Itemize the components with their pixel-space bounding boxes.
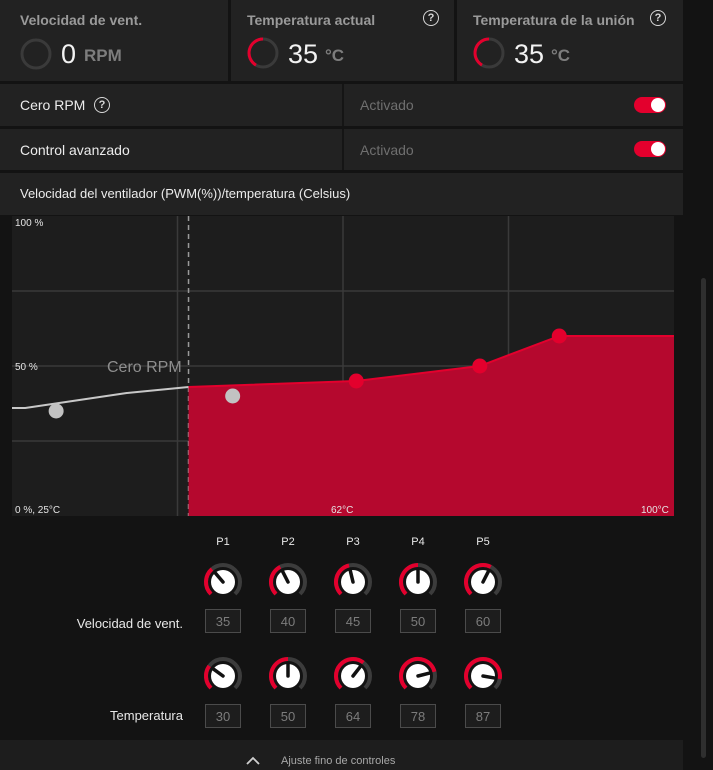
current-temp-title: Temperatura actual xyxy=(247,12,376,28)
fine-tune-label: Ajuste fino de controles xyxy=(281,755,396,767)
temp-input-p3[interactable]: 64 xyxy=(335,704,371,728)
row-divider xyxy=(342,84,344,126)
current-temp-value: 35 xyxy=(288,39,319,69)
curve-point-p2 xyxy=(225,388,241,404)
curve-point-p3 xyxy=(348,373,364,389)
advanced-control-label: Control avanzado xyxy=(20,142,130,158)
knob-track xyxy=(464,563,492,596)
curve-fill xyxy=(188,336,674,516)
temp-input-p1[interactable]: 30 xyxy=(205,704,241,728)
knob-track xyxy=(269,565,282,596)
zero-rpm-line xyxy=(12,386,189,409)
y-bottom-label: 0 %, 25°C xyxy=(15,505,61,516)
temp-input-p2[interactable]: 50 xyxy=(270,704,306,728)
speed-knob-p4[interactable] xyxy=(398,562,438,602)
speed-knob-p5[interactable] xyxy=(463,562,503,602)
row-divider xyxy=(342,129,344,170)
point-label-p1: P1 xyxy=(216,536,230,548)
knob-track xyxy=(204,664,213,690)
knob-track xyxy=(269,657,289,690)
zero-rpm-value: Activado xyxy=(360,97,414,113)
zero-rpm-toggle[interactable] xyxy=(634,97,666,113)
speed-knob-p2[interactable] xyxy=(268,562,308,602)
question-circle-icon[interactable]: ? xyxy=(94,97,110,113)
temp-knob-p4[interactable] xyxy=(398,656,438,696)
knob-needle xyxy=(481,674,497,680)
fan-speed-title: Velocidad de vent. xyxy=(20,12,143,28)
junction-temp-panel: Temperatura de la unión ? 35 °C xyxy=(457,0,683,81)
junction-temp-gauge-icon xyxy=(473,37,505,69)
curve-point-p1 xyxy=(48,403,64,419)
fan-speed-gauge-icon xyxy=(20,38,52,70)
point-label-p3: P3 xyxy=(346,536,360,548)
advanced-control-row: Control avanzado Activado xyxy=(0,129,683,170)
fan-speed-unit: RPM xyxy=(84,46,122,65)
speed-input-p1[interactable]: 35 xyxy=(205,609,241,633)
speed-input-p4[interactable]: 50 xyxy=(400,609,436,633)
temp-row-label: Temperatura xyxy=(110,708,183,723)
knob-needle xyxy=(481,569,491,584)
knob-track xyxy=(204,567,214,596)
temp-knob-p2[interactable] xyxy=(268,656,308,696)
speed-knob-p3[interactable] xyxy=(333,562,373,602)
temp-knob-p1[interactable] xyxy=(203,656,243,696)
fan-curve-chart[interactable] xyxy=(12,216,674,516)
knob-needle xyxy=(280,569,290,584)
speed-row-label: Velocidad de vent. xyxy=(76,616,183,631)
curve-area xyxy=(188,336,674,516)
question-circle-icon[interactable]: ? xyxy=(650,10,666,26)
x-end-label: 100°C xyxy=(641,505,669,516)
knob-track xyxy=(334,657,365,690)
point-label-p2: P2 xyxy=(281,536,295,548)
knob-track xyxy=(334,563,350,596)
knob-needle xyxy=(416,671,432,678)
knob-needle xyxy=(348,568,355,584)
temp-input-p5[interactable]: 87 xyxy=(465,704,501,728)
y-top-label: 100 % xyxy=(15,218,44,229)
current-temp-unit: °C xyxy=(325,46,345,65)
point-label-p4: P4 xyxy=(411,536,425,548)
knob-track xyxy=(399,563,419,596)
junction-temp-value: 35 xyxy=(514,39,545,69)
advanced-control-toggle[interactable] xyxy=(634,141,666,157)
speed-knob-p1[interactable] xyxy=(203,562,243,602)
y-mid-label: 50 % xyxy=(15,362,38,373)
curve-point-p4 xyxy=(472,358,488,374)
curve-point-p5 xyxy=(551,328,567,344)
zero-rpm-label: Cero RPM xyxy=(20,97,86,113)
knob-needle xyxy=(351,664,363,678)
junction-temp-unit: °C xyxy=(551,46,571,65)
fan-speed-panel: Velocidad de vent. 0 RPM xyxy=(0,0,228,81)
chevron-up-icon xyxy=(246,756,260,765)
junction-temp-title: Temperatura de la unión xyxy=(473,12,635,28)
knob-track xyxy=(464,657,502,690)
speed-input-p2[interactable]: 40 xyxy=(270,609,306,633)
point-label-p5: P5 xyxy=(476,536,490,548)
temp-knob-p3[interactable] xyxy=(333,656,373,696)
x-mid-label: 62°C xyxy=(331,505,354,516)
fan-speed-value: 0 xyxy=(61,39,77,69)
zero-rpm-row: Cero RPM ? Activado xyxy=(0,84,683,126)
curve-title-row: Velocidad del ventilador (PWM(%))/temper… xyxy=(0,173,683,215)
zero-rpm-region-label: Cero RPM xyxy=(107,359,182,376)
current-temp-gauge-icon xyxy=(247,37,279,69)
knob-needle xyxy=(211,667,225,678)
knob-needle xyxy=(213,571,225,584)
knob-track xyxy=(399,657,437,690)
question-circle-icon[interactable]: ? xyxy=(423,10,439,26)
curve-points xyxy=(48,328,567,419)
speed-input-p3[interactable]: 45 xyxy=(335,609,371,633)
speed-input-p5[interactable]: 60 xyxy=(465,609,501,633)
current-temp-panel: Temperatura actual ? 35 °C xyxy=(231,0,454,81)
temp-knob-p5[interactable] xyxy=(463,656,503,696)
temp-input-p4[interactable]: 78 xyxy=(400,704,436,728)
scrollbar[interactable] xyxy=(701,278,706,758)
fine-tune-footer[interactable]: Ajuste fino de controles xyxy=(0,740,683,770)
curve-title: Velocidad del ventilador (PWM(%))/temper… xyxy=(20,186,351,201)
advanced-control-value: Activado xyxy=(360,142,414,158)
